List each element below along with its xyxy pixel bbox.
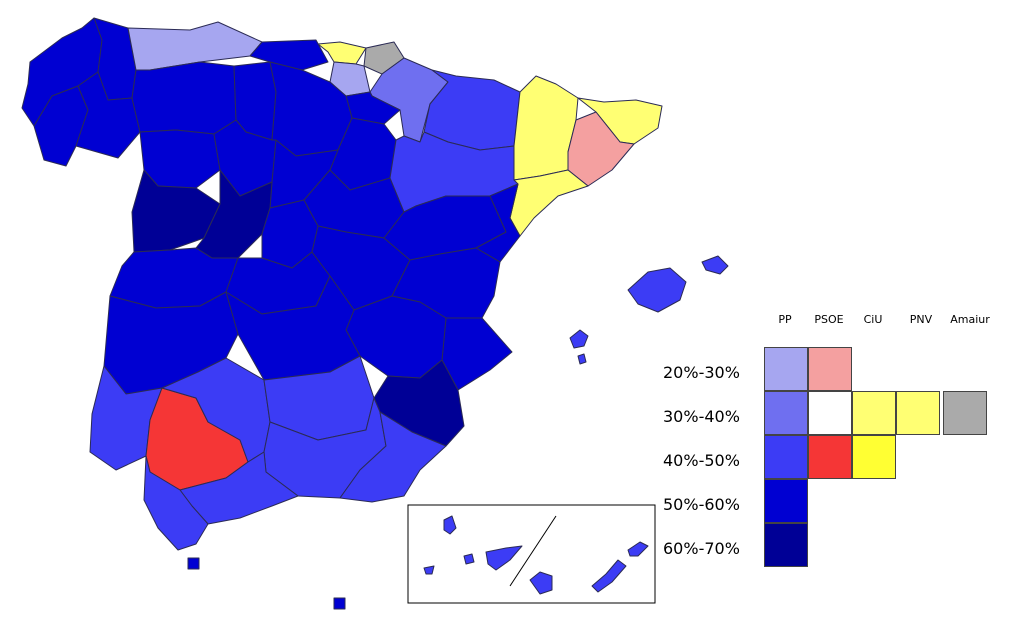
city-melilla (333, 597, 346, 610)
legend-swatch-pp-50-60 (764, 479, 808, 523)
legend-range-50-60: 50%-60% (663, 495, 740, 514)
legend-swatch-pnv-30-40 (896, 391, 940, 435)
island-fuerteventura (591, 559, 627, 593)
city-ceuta (187, 557, 200, 570)
legend-swatch-amaiur-30-40 (943, 391, 987, 435)
island-tenerife (485, 545, 523, 571)
island-ibiza (569, 329, 589, 349)
province-barcelona (567, 111, 635, 187)
legend-party-psoe: PSOE (814, 313, 844, 326)
legend-swatch-pp-60-70 (764, 523, 808, 567)
legend-range-60-70: 60%-70% (663, 539, 740, 558)
legend-party-pnv: PNV (909, 313, 933, 326)
province-almeria (339, 411, 447, 503)
legend-range-30-40: 30%-40% (663, 407, 740, 426)
island-la-palma (443, 515, 457, 535)
province-tarragona (509, 169, 589, 237)
legend-range-20-30: 20%-30% (663, 363, 740, 382)
legend-swatch-ciu-40-50 (852, 435, 896, 479)
inset-divider-line (509, 515, 557, 587)
legend-swatch-psoe-40-50 (808, 435, 852, 479)
island-el-hierro (423, 565, 435, 575)
legend-swatch-ciu-30-40 (852, 391, 896, 435)
legend-swatch-pp-30-40 (764, 391, 808, 435)
legend-party-ciu: CiU (863, 313, 883, 326)
island-la-gomera (463, 553, 475, 565)
province-cadiz (143, 455, 209, 551)
island-menorca (701, 255, 729, 275)
province-ciudad-real (225, 275, 361, 381)
island-gran-canaria (529, 571, 553, 595)
legend-swatch-pp-40-50 (764, 435, 808, 479)
island-formentera (577, 353, 587, 365)
legend-party-pp: PP (778, 313, 792, 326)
legend-party-amaiur: Amaiur (950, 313, 990, 326)
legend-swatch-pp-20-30 (764, 347, 808, 391)
island-lanzarote (627, 541, 649, 557)
legend-swatch-psoe-30-40 (808, 391, 852, 435)
legend-swatch-psoe-20-30 (808, 347, 852, 391)
province-castellon (475, 183, 521, 263)
island-mallorca (627, 267, 687, 313)
legend-range-40-50: 40%-50% (663, 451, 740, 470)
province-leon (131, 61, 237, 135)
